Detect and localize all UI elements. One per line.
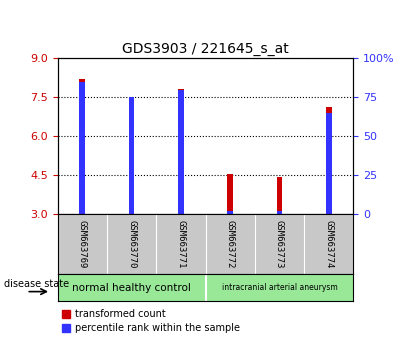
Text: GSM663774: GSM663774 bbox=[324, 220, 333, 268]
Text: normal healthy control: normal healthy control bbox=[72, 282, 191, 293]
Bar bbox=[277, 211, 282, 214]
Bar bbox=[277, 177, 282, 214]
Text: intracranial arterial aneurysm: intracranial arterial aneurysm bbox=[222, 283, 337, 292]
Text: GSM663770: GSM663770 bbox=[127, 220, 136, 268]
Bar bbox=[178, 90, 184, 214]
Text: GSM663769: GSM663769 bbox=[78, 220, 87, 268]
Bar bbox=[326, 107, 332, 214]
Text: disease state: disease state bbox=[4, 279, 69, 289]
Text: GSM663772: GSM663772 bbox=[226, 220, 235, 268]
Bar bbox=[129, 97, 134, 214]
Bar bbox=[79, 82, 85, 214]
Bar bbox=[129, 97, 134, 214]
Legend: transformed count, percentile rank within the sample: transformed count, percentile rank withi… bbox=[62, 309, 240, 333]
Bar bbox=[79, 79, 85, 214]
Text: GSM663773: GSM663773 bbox=[275, 220, 284, 268]
Bar bbox=[227, 211, 233, 214]
Bar bbox=[178, 89, 184, 214]
Title: GDS3903 / 221645_s_at: GDS3903 / 221645_s_at bbox=[122, 42, 289, 56]
Text: GSM663771: GSM663771 bbox=[176, 220, 185, 268]
Bar bbox=[326, 113, 332, 214]
Bar bbox=[227, 174, 233, 214]
